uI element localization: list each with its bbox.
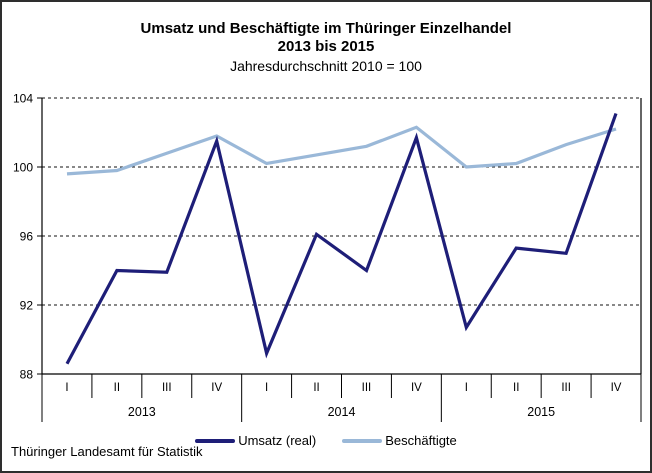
- quarter-label: II: [313, 382, 319, 394]
- y-tick-label: 92: [20, 299, 34, 313]
- legend-item-beschaeftigte: Beschäftigte: [342, 433, 457, 448]
- y-tick-label: 88: [20, 368, 34, 382]
- source-text: Thüringer Landesamt für Statistik: [11, 444, 203, 459]
- quarter-label: III: [162, 382, 172, 394]
- year-label: 2013: [128, 405, 156, 419]
- quarter-label: IV: [211, 382, 222, 394]
- year-label: 2014: [328, 405, 356, 419]
- chart-legend: Umsatz (real) Beschäftigte: [2, 433, 650, 448]
- quarter-label: IV: [411, 382, 422, 394]
- chart-title-line1: Umsatz und Beschäftigte im Thüringer Ein…: [140, 20, 512, 37]
- chart-subtitle: Jahresdurchschnitt 2010 = 100: [230, 58, 422, 74]
- quarter-label: III: [561, 382, 571, 394]
- year-label: 2015: [527, 405, 555, 419]
- y-tick-label: 100: [13, 161, 33, 175]
- beschaeftigte-line-swatch: [342, 438, 383, 443]
- quarter-label: II: [114, 382, 120, 394]
- legend-label-beschaeftigte: Beschäftigte: [385, 433, 457, 448]
- title-block: Umsatz und Beschäftigte im Thüringer Ein…: [2, 20, 650, 75]
- chart-title-line2: 2013 bis 2015: [277, 38, 375, 55]
- quarter-label: I: [65, 382, 68, 394]
- umsatz-line-swatch: [195, 438, 236, 443]
- y-tick-label: 104: [13, 92, 33, 106]
- legend-item-umsatz: Umsatz (real): [195, 433, 316, 448]
- legend-label-umsatz: Umsatz (real): [238, 433, 317, 448]
- quarter-label: II: [513, 382, 519, 394]
- quarter-label: I: [465, 382, 468, 394]
- quarter-label: III: [362, 382, 372, 394]
- series-line-umsatz: [65, 112, 618, 365]
- quarter-label: I: [265, 382, 268, 394]
- quarter-label: IV: [611, 382, 622, 394]
- series-line-beschaeftigte: [66, 125, 617, 176]
- y-tick-label: 96: [20, 230, 34, 244]
